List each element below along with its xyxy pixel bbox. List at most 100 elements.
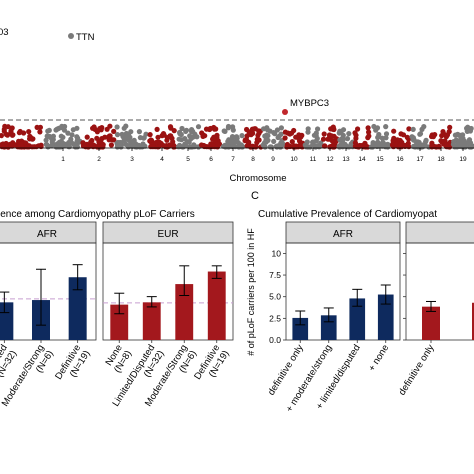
manhattan-point [229,136,236,142]
chromosome-tick-label: 9 [271,156,275,163]
manhattan-point [26,129,32,135]
chromosome-tick-label: 4 [160,156,164,163]
manhattan-point [214,141,221,147]
manhattan-point [102,134,108,140]
manhattan-point [447,124,453,130]
manhattan-point [244,133,250,139]
manhattan-point [9,125,15,131]
xlabels-eur-left: None(N=8)Limited/Disputed(N=32)Moderate/… [103,340,232,409]
y-tick-label: 10 [272,248,282,258]
manhattan-point [353,135,359,141]
manhattan-point [97,125,103,132]
manhattan-point [375,134,382,140]
x-tick-label: Definitive(N=19) [53,343,92,388]
chromosome-tick-label: 15 [376,156,384,163]
bars-afr-right [292,284,394,340]
manhattan-point [131,137,137,143]
manhattan-point [148,137,154,143]
chromosome-tick-label: 16 [396,156,404,163]
chromosome-tick-label: 3 [130,156,134,163]
manhattan-point [162,144,168,150]
xlabels-afr-left: Disputed(N=32)Moderate/Strong(N=6)Defini… [0,340,93,409]
manhattan-point [315,126,321,132]
bars-afr-left [0,264,87,340]
manhattan-point [199,130,205,136]
manhattan-point [370,140,376,146]
mybpc3-label: MYBPC3 [290,98,329,109]
panel-letter-c: C [251,190,259,202]
manhattan-point [74,125,80,131]
manhattan-point [139,144,145,150]
cumulative-y-label: # of pLoF carriers per 100 in HF [246,228,256,356]
manhattan-point [111,128,117,134]
manhattan-point [31,144,37,150]
chromosome-tick-label: 5 [186,156,190,163]
manhattan-point [1,142,7,148]
manhattan-point [337,128,343,134]
manhattan-point [56,125,62,131]
manhattan-point [83,144,89,150]
manhattan-point [18,141,24,147]
manhattan-point [137,135,143,141]
manhattan-point [272,131,278,137]
manhattan-x-label: Chromosome [229,173,286,184]
manhattan-point [406,126,412,132]
manhattan-point [383,124,389,130]
cumulative-chart-title: Cumulative Prevalence of Cardiomyopat [258,209,437,220]
manhattan-point [213,126,219,132]
facet-strip-afr-left-label: AFR [37,229,57,240]
manhattan-point [400,132,407,138]
manhattan-point [255,132,261,138]
manhattan-point [261,126,267,132]
manhattan-point [84,134,90,140]
manhattan-point [344,136,351,142]
manhattan-point [355,126,361,132]
manhattan-point [152,140,158,146]
manhattan-point [340,136,346,142]
manhattan-point [356,144,362,150]
manhattan-point [239,133,245,139]
manhattan-point [195,124,202,130]
manhattan-point [346,131,352,137]
manhattan-point [274,127,280,133]
manhattan-point [267,128,273,134]
manhattan-point [60,134,66,140]
bar [68,277,87,340]
manhattan-point [320,136,327,142]
y-tick-label: 0.0 [269,335,281,345]
manhattan-point [278,131,284,137]
manhattan-point [71,141,77,147]
x-tick-label: Definitive(N=19) [192,343,231,388]
xlabels-afr-right: definitive only+ moderate/strong+ limite… [266,340,391,414]
manhattan-point [304,139,310,145]
manhattan-point [5,144,11,150]
manhattan-point [456,132,462,138]
y-tick-label: 7.5 [269,270,281,280]
manhattan-point [3,131,9,137]
manhattan-point [203,126,210,132]
manhattan-point [242,138,248,144]
manhattan-point [164,137,170,143]
manhattan-point [123,123,129,129]
manhattan-point [114,144,120,150]
manhattan-point [96,139,102,145]
manhattan-point [88,139,94,145]
manhattan-point [352,130,358,136]
manhattan-point [65,130,71,136]
manhattan-point [230,143,236,149]
manhattan-point [160,131,167,137]
manhattan-plot: 1 2 3 4 5 6 7 8 9 10 11 12 13 14 15 16 17 18 19 Chromosome… [0,27,474,184]
manhattan-point [322,143,328,149]
chromosome-tick-label: 17 [416,156,424,163]
chromosome-tick-label: 18 [437,156,445,163]
manhattan-point [154,126,160,132]
manhattan-point [271,138,277,144]
bar [422,306,440,340]
manhattan-point [141,135,147,141]
manhattan-point [222,128,228,134]
bars-eur-left [110,265,226,340]
manhattan-point [213,133,219,139]
chromosome-tick-label: 13 [342,156,350,163]
facet-panel-eur-right [405,242,474,341]
